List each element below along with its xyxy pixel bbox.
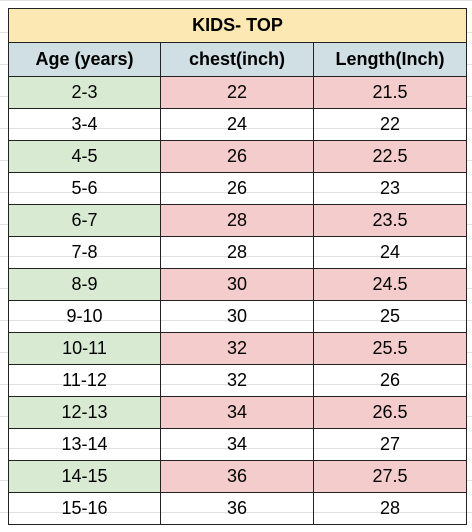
measure-cell: 26 (160, 140, 314, 173)
measure-cell: 25 (313, 300, 467, 333)
measure-cell: 30 (160, 300, 314, 333)
table-row: 4-5 26 22.5 (8, 140, 467, 173)
table-row: 6-7 28 23.5 (8, 204, 467, 237)
table-row: 15-16 36 28 (8, 492, 467, 525)
table-row: 10-11 32 25.5 (8, 332, 467, 365)
measure-cell: 34 (160, 396, 314, 429)
measure-cell: 27.5 (313, 460, 467, 493)
measure-cell: 36 (160, 492, 314, 525)
age-cell: 3-4 (8, 108, 161, 141)
column-header: Age (years) (8, 42, 161, 77)
age-cell: 6-7 (8, 204, 161, 237)
table-row: 2-3 22 21.5 (8, 76, 467, 109)
table-row: 5-6 26 23 (8, 172, 467, 205)
measure-cell: 21.5 (313, 76, 467, 109)
age-cell: 5-6 (8, 172, 161, 205)
table-row: 11-12 32 26 (8, 364, 467, 397)
age-cell: 15-16 (8, 492, 161, 525)
age-cell: 8-9 (8, 268, 161, 301)
age-cell: 2-3 (8, 76, 161, 109)
measure-cell: 28 (160, 204, 314, 237)
measure-cell: 30 (160, 268, 314, 301)
table-row: 9-10 30 25 (8, 300, 467, 333)
age-cell: 10-11 (8, 332, 161, 365)
measure-cell: 36 (160, 460, 314, 493)
column-header: Length(Inch) (313, 42, 467, 77)
table-row: 12-13 34 26.5 (8, 396, 467, 429)
age-cell: 14-15 (8, 460, 161, 493)
measure-cell: 24 (313, 236, 467, 269)
measure-cell: 24 (160, 108, 314, 141)
header-row: Age (years) chest(inch) Length(Inch) (8, 42, 467, 77)
measure-cell: 24.5 (313, 268, 467, 301)
age-cell: 7-8 (8, 236, 161, 269)
table-title: KIDS- TOP (8, 8, 467, 43)
measure-cell: 23.5 (313, 204, 467, 237)
age-cell: 13-14 (8, 428, 161, 461)
measure-cell: 22.5 (313, 140, 467, 173)
measure-cell: 22 (160, 76, 314, 109)
table-row: 7-8 28 24 (8, 236, 467, 269)
table-row: 8-9 30 24.5 (8, 268, 467, 301)
measure-cell: 23 (313, 172, 467, 205)
measure-cell: 28 (160, 236, 314, 269)
measure-cell: 25.5 (313, 332, 467, 365)
age-cell: 12-13 (8, 396, 161, 429)
measure-cell: 26 (160, 172, 314, 205)
age-cell: 9-10 (8, 300, 161, 333)
age-cell: 4-5 (8, 140, 161, 173)
size-table: KIDS- TOP Age (years) chest(inch) Length(I… (8, 8, 467, 525)
measure-cell: 28 (313, 492, 467, 525)
measure-cell: 32 (160, 332, 314, 365)
age-cell: 11-12 (8, 364, 161, 397)
measure-cell: 26.5 (313, 396, 467, 429)
measure-cell: 22 (313, 108, 467, 141)
measure-cell: 34 (160, 428, 314, 461)
table-body: 2-3 22 21.5 3-4 24 22 4-5 26 22.5 5-6 26 23 6-7 28 23.… (8, 76, 467, 525)
measure-cell: 32 (160, 364, 314, 397)
table-row: 3-4 24 22 (8, 108, 467, 141)
column-header: chest(inch) (160, 42, 314, 77)
table-row: 13-14 34 27 (8, 428, 467, 461)
table-row: 14-15 36 27.5 (8, 460, 467, 493)
measure-cell: 27 (313, 428, 467, 461)
measure-cell: 26 (313, 364, 467, 397)
